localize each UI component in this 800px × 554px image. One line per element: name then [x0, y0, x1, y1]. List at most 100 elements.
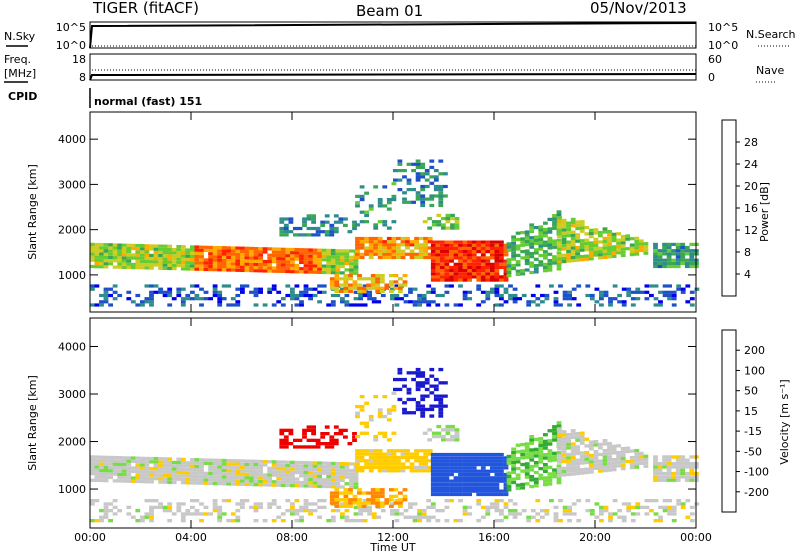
- power-cell: [357, 286, 362, 290]
- velocity-cell: [308, 509, 313, 513]
- power-cell: [666, 252, 672, 256]
- power-cell: [671, 261, 677, 265]
- velocity-cell: [599, 505, 604, 509]
- velocity-cell: [538, 437, 544, 441]
- velocity-cell: [557, 473, 562, 478]
- velocity-cell: [471, 482, 477, 487]
- velocity-cell: [467, 479, 472, 483]
- velocity-cell: [303, 509, 309, 513]
- velocity-cell: [430, 492, 436, 497]
- velocity-cell: [414, 469, 419, 473]
- power-cell: [288, 220, 294, 224]
- velocity-cell: [140, 456, 145, 460]
- power-cell: [258, 290, 263, 294]
- nsearch-tick-top: 10^5: [708, 21, 738, 34]
- velocity-cell: [303, 471, 309, 475]
- power-cell: [339, 277, 344, 281]
- power-cell: [135, 247, 141, 251]
- power-cell: [208, 252, 213, 256]
- velocity-cell: [512, 509, 518, 513]
- velocity-cell: [391, 404, 397, 409]
- power-cell: [667, 297, 672, 301]
- velocity-cell: [290, 464, 295, 468]
- velocity-cell: [444, 459, 450, 463]
- velocity-cell: [99, 475, 104, 479]
- velocity-cell: [662, 465, 667, 469]
- power-cell: [294, 267, 300, 271]
- velocity-cell: [603, 509, 609, 513]
- velocity-cell: [494, 479, 500, 483]
- velocity-cell: [103, 502, 109, 506]
- velocity-cell: [490, 486, 495, 490]
- velocity-cell: [490, 462, 495, 467]
- velocity-cell: [511, 447, 516, 451]
- velocity-cell: [557, 443, 562, 448]
- power-cell: [567, 297, 572, 301]
- velocity-cell: [588, 457, 594, 461]
- power-cell: [561, 244, 567, 248]
- velocity-cell: [212, 502, 218, 506]
- velocity-cell: [355, 462, 360, 466]
- velocity-cell: [158, 457, 163, 461]
- velocity-cell: [515, 450, 521, 454]
- power-cell: [244, 246, 250, 250]
- velocity-cell: [440, 492, 445, 497]
- power-cell: [324, 220, 330, 224]
- velocity-cell: [208, 478, 213, 482]
- velocity-cell: [423, 465, 429, 470]
- power-cell: [140, 259, 145, 264]
- power-cell: [634, 252, 640, 256]
- velocity-cell: [547, 442, 553, 446]
- power-cell: [352, 280, 358, 284]
- power-cell: [330, 271, 336, 275]
- velocity-cell: [570, 469, 576, 473]
- power-cell: [153, 250, 159, 254]
- power-cell: [253, 253, 259, 257]
- power-cell: [334, 283, 340, 287]
- power-cell: [276, 253, 282, 258]
- power-cell: [436, 223, 442, 227]
- velocity-cell: [561, 466, 567, 470]
- velocity-cell: [326, 471, 332, 475]
- velocity-cell: [435, 472, 441, 477]
- power-cell: [373, 185, 379, 189]
- power-cell: [638, 248, 644, 253]
- velocity-cell: [422, 431, 428, 435]
- velocity-cell: [635, 502, 641, 506]
- velocity-cell: [368, 418, 374, 422]
- power-cell: [566, 259, 571, 263]
- velocity-cell: [180, 512, 186, 516]
- velocity-cell: [634, 452, 640, 456]
- velocity-cell: [467, 459, 472, 463]
- power-cell: [552, 217, 557, 221]
- velocity-cell: [190, 478, 195, 482]
- x-axis-label: Time UT: [369, 541, 415, 554]
- velocity-cell: [450, 438, 455, 442]
- velocity-cell: [543, 446, 548, 450]
- velocity-cell: [506, 471, 512, 475]
- velocity-cell: [135, 519, 141, 523]
- power-heatmap-cells: [90, 159, 700, 307]
- power-cell: [440, 275, 445, 279]
- power-cell: [566, 221, 571, 225]
- velocity-cell: [420, 407, 426, 412]
- velocity-cell: [418, 455, 424, 460]
- velocity-cell: [538, 447, 544, 451]
- velocity-cell: [526, 515, 532, 519]
- power-cell: [445, 213, 451, 217]
- velocity-cell: [349, 475, 354, 479]
- velocity-cell: [112, 505, 118, 509]
- velocity-cell: [403, 509, 409, 513]
- power-cell: [423, 240, 429, 244]
- power-cell: [547, 227, 553, 231]
- power-cell: [515, 231, 521, 235]
- power-cell: [368, 252, 374, 256]
- velocity-cell: [420, 397, 426, 402]
- power-cell: [344, 252, 350, 256]
- power-cell: [562, 297, 568, 301]
- power-cell: [330, 258, 336, 262]
- power-cell: [557, 257, 562, 261]
- velocity-cell: [306, 438, 312, 442]
- velocity-cell: [390, 502, 395, 506]
- velocity-cell: [617, 509, 622, 513]
